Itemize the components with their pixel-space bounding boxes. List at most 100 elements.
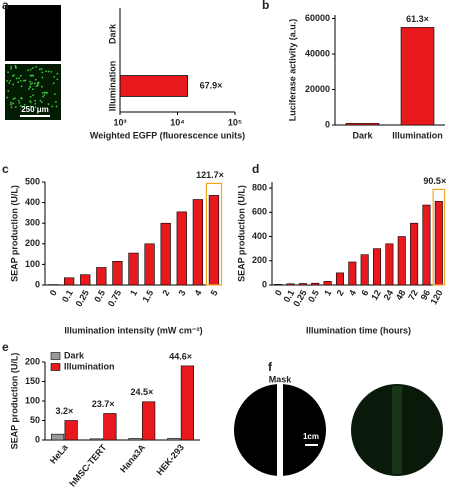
bar bbox=[128, 438, 142, 441]
cell bbox=[47, 103, 50, 105]
y-tick-label: Dark bbox=[107, 23, 117, 44]
x-tick-label: 72 bbox=[406, 288, 420, 302]
cell bbox=[29, 83, 32, 85]
x-tick-label: 1.5 bbox=[140, 288, 155, 304]
cell bbox=[39, 68, 41, 71]
cell bbox=[41, 76, 44, 79]
cell bbox=[37, 81, 40, 84]
bar bbox=[348, 261, 357, 286]
cell bbox=[34, 106, 37, 109]
cell bbox=[30, 105, 32, 108]
bar bbox=[422, 204, 431, 286]
cell bbox=[7, 71, 9, 73]
cell bbox=[55, 105, 58, 108]
x-tick-label: 1 bbox=[322, 288, 333, 297]
cell bbox=[9, 79, 11, 82]
scale-bar-label: 250 μm bbox=[21, 105, 49, 114]
cell bbox=[55, 101, 57, 103]
x-tick-label: 2 bbox=[335, 288, 346, 297]
cell bbox=[30, 74, 33, 77]
cell bbox=[43, 94, 45, 96]
panel-label: a bbox=[2, 0, 9, 12]
bar bbox=[385, 243, 394, 286]
x-tick-label: Illumination bbox=[392, 130, 443, 140]
cell bbox=[40, 101, 43, 104]
y-tick-label: 0 bbox=[262, 279, 267, 289]
panel-label: e bbox=[2, 340, 9, 354]
x-axis-title: Illumination intensity (mW cm⁻²) bbox=[64, 325, 202, 335]
cell bbox=[35, 66, 37, 68]
cell bbox=[51, 105, 53, 108]
cell bbox=[6, 96, 8, 99]
cell bbox=[37, 84, 39, 87]
x-tick-label: 3 bbox=[176, 288, 187, 297]
scale-bar-label: 1cm bbox=[303, 432, 319, 441]
cell bbox=[53, 76, 56, 78]
bar bbox=[96, 267, 107, 286]
cell bbox=[30, 101, 32, 104]
cell bbox=[41, 85, 43, 88]
y-tick-label: 200 bbox=[252, 255, 267, 265]
cell bbox=[10, 103, 12, 106]
x-tick-label: hMSC-TERT bbox=[67, 442, 108, 489]
annotation: 23.7× bbox=[92, 399, 115, 409]
cell bbox=[52, 82, 55, 84]
bar bbox=[434, 201, 443, 286]
y-tick-label: 200 bbox=[25, 238, 40, 248]
bar bbox=[80, 274, 91, 286]
annotation: 90.5× bbox=[423, 176, 446, 186]
cell bbox=[15, 106, 17, 108]
annotation: 121.7× bbox=[196, 170, 224, 180]
bar bbox=[51, 433, 65, 441]
bar bbox=[410, 222, 419, 286]
mask-gap bbox=[277, 382, 283, 478]
cell bbox=[19, 74, 22, 77]
cell bbox=[50, 71, 53, 73]
y-tick-label: 150 bbox=[25, 376, 40, 386]
cell bbox=[14, 65, 17, 67]
bar bbox=[142, 401, 156, 441]
cell bbox=[41, 71, 44, 74]
panel-label: c bbox=[2, 162, 9, 176]
x-tick-label: 0.75 bbox=[106, 288, 123, 308]
panel-label: f bbox=[268, 360, 273, 374]
y-tick-label: 200 bbox=[25, 356, 40, 366]
cell bbox=[10, 65, 12, 68]
y-tick-label: 500 bbox=[25, 176, 40, 186]
y-axis-title: SEAP production (U/L) bbox=[9, 185, 19, 282]
bar bbox=[64, 420, 78, 441]
bar bbox=[160, 222, 171, 286]
x-tick-label: 0.5 bbox=[306, 288, 321, 304]
cell bbox=[14, 97, 16, 99]
cell bbox=[42, 92, 44, 94]
cell bbox=[29, 68, 32, 71]
dark-image bbox=[5, 5, 61, 61]
x-tick-label: Dark bbox=[352, 130, 373, 140]
bar bbox=[176, 211, 187, 286]
bar bbox=[335, 272, 344, 286]
x-tick-label: 0.5 bbox=[92, 288, 107, 304]
y-tick-label: 20000 bbox=[305, 84, 330, 94]
bar bbox=[144, 243, 155, 286]
y-tick-label: 0 bbox=[325, 119, 330, 129]
annotation: 44.6× bbox=[169, 351, 192, 361]
cell bbox=[17, 81, 19, 84]
cell bbox=[18, 77, 20, 79]
bar bbox=[360, 254, 369, 286]
cell bbox=[7, 90, 10, 92]
cell bbox=[29, 100, 31, 102]
cell bbox=[32, 67, 34, 69]
cell bbox=[42, 95, 44, 98]
cell bbox=[47, 70, 50, 73]
cell bbox=[27, 69, 29, 72]
legend-label: Dark bbox=[64, 350, 85, 360]
cell bbox=[29, 74, 32, 77]
cell bbox=[12, 75, 14, 77]
cell bbox=[43, 91, 46, 94]
cell bbox=[8, 82, 11, 84]
cell bbox=[10, 106, 13, 109]
cell bbox=[39, 99, 42, 102]
bar bbox=[208, 195, 220, 286]
cell bbox=[54, 93, 56, 95]
x-tick-label: Hana3A bbox=[118, 442, 148, 474]
